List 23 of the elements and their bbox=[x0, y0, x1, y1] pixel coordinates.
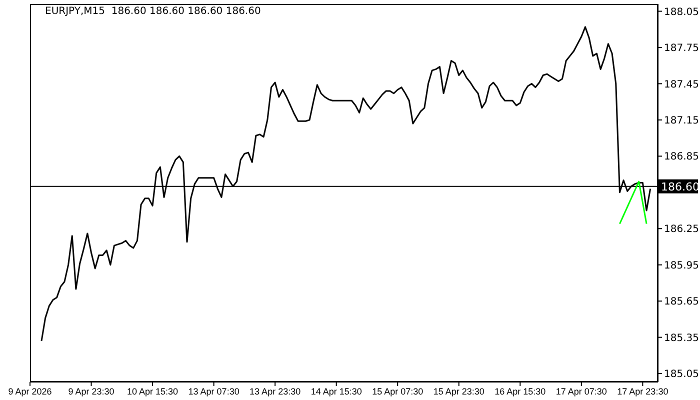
x-tick-label: 10 Apr 15:30 bbox=[127, 386, 178, 396]
x-tick-label: 16 Apr 15:30 bbox=[494, 386, 546, 396]
x-tick-label: 9 Apr 23:30 bbox=[68, 386, 114, 396]
ref-line-label: 186.60 bbox=[661, 180, 700, 194]
x-tick-label: 14 Apr 15:30 bbox=[310, 386, 362, 396]
y-tick-label: 185.65 bbox=[664, 296, 699, 308]
x-tick-label: 17 Apr 07:30 bbox=[556, 386, 607, 396]
x-tick-label: 15 Apr 07:30 bbox=[372, 386, 424, 396]
y-tick-label: 187.15 bbox=[664, 115, 699, 126]
y-tick-label: 185.05 bbox=[664, 369, 699, 380]
y-tick-label: 187.75 bbox=[664, 43, 699, 54]
y-tick-label: 185.95 bbox=[664, 260, 699, 272]
x-tick-label: 9 Apr 2026 bbox=[8, 386, 52, 396]
y-tick-label: 187.45 bbox=[664, 79, 699, 90]
y-tick-label: 185.35 bbox=[664, 332, 699, 344]
x-tick-label: 17 Apr 23:30 bbox=[617, 386, 668, 396]
y-tick-label: 188.05 bbox=[664, 6, 699, 18]
chart-title: EURJPY,M15 186.60 186.60 186.60 186.60 bbox=[45, 6, 261, 17]
x-tick-label: 13 Apr 23:30 bbox=[250, 386, 301, 396]
y-tick-label: 186.25 bbox=[664, 224, 699, 236]
x-tick-label: 15 Apr 23:30 bbox=[433, 386, 484, 396]
x-tick-label: 13 Apr 07:30 bbox=[188, 386, 240, 396]
y-tick-label: 186.85 bbox=[664, 152, 699, 163]
